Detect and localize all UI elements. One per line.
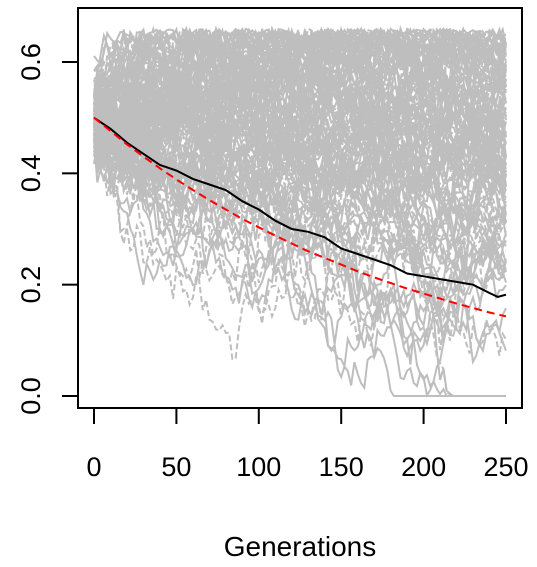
- simulation-line: [93, 97, 507, 273]
- series-lines: [93, 116, 507, 318]
- x-tick-label: 250: [483, 452, 528, 482]
- simulation-line: [93, 25, 507, 193]
- simulation-line: [93, 59, 507, 291]
- simulation-line: [93, 86, 507, 276]
- simulation-line: [93, 51, 507, 256]
- simulation-line: [93, 78, 507, 306]
- simulation-line: [93, 31, 507, 202]
- y-tick-label: 0.4: [16, 155, 46, 193]
- simulation-line: [93, 98, 507, 237]
- simulation-line: [93, 118, 506, 397]
- x-tick-label: 150: [319, 452, 364, 482]
- y-axis: 0.0 0.2 0.4 0.6: [16, 43, 79, 415]
- expected-line: [93, 116, 507, 318]
- simulation-line: [93, 41, 507, 223]
- simulation-lines: [93, 24, 507, 398]
- y-tick-label: 0.0: [16, 377, 46, 415]
- y-tick-label: 0.6: [16, 43, 46, 81]
- x-axis-label: Generations: [224, 531, 377, 562]
- simulation-line: [93, 26, 507, 127]
- simulation-line: [93, 113, 507, 389]
- x-tick-label: 50: [161, 452, 191, 482]
- simulation-line: [93, 27, 507, 136]
- x-tick-label: 200: [401, 452, 446, 482]
- x-tick-label: 100: [236, 452, 281, 482]
- x-axis: 0 50 100 150 200 250: [86, 407, 529, 482]
- simulation-line: [93, 76, 506, 397]
- y-tick-label: 0.2: [16, 266, 46, 304]
- x-tick-label: 0: [86, 452, 101, 482]
- simulation-line: [93, 103, 507, 356]
- simulation-line: [93, 42, 507, 186]
- simulation-line: [93, 29, 507, 309]
- mean-line: [93, 116, 507, 298]
